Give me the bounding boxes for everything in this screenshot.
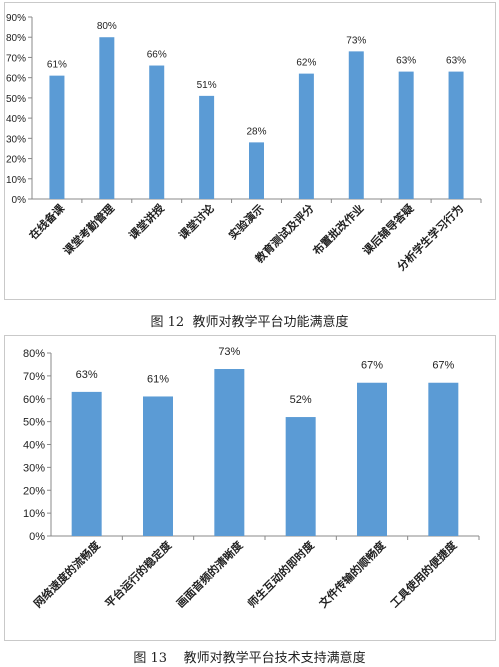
chart-1-bar [448,71,464,199]
chart-2-y-tick-label: 30% [23,462,45,474]
chart-2-bar [357,382,387,536]
chart-2-frame: 0% 10% 20% 30% 40% 50% 60% 70% 80% 63% 网络速度的流畅度 61%… [4,335,496,641]
chart-1-category-label: 课堂讲授 [126,201,168,243]
chart-2-y-tick-label: 60% [23,394,45,406]
chart-2-y-tick-label: 0% [29,531,45,543]
chart-2-bar [214,369,245,536]
chart-1-bar [348,51,364,199]
chart-1-bar [398,71,414,199]
chart-2-category-label: 画面音频的清晰度 [173,538,246,611]
chart-1-y-tick-label: 80% [6,33,26,44]
chart-1-y-tick-label: 0% [12,195,27,206]
chart-1-data-label: 28% [246,126,266,137]
chart-2-data-label: 73% [218,346,240,358]
chart-1-category-label: 实验演示 [226,201,267,242]
chart-1-y-tick-label: 30% [6,134,26,145]
chart-2-y-tick-label: 10% [23,508,45,520]
chart-2-data-label: 67% [432,360,454,372]
chart-1-bar [298,73,314,199]
chart-1-data-label: 63% [396,56,416,67]
chart-2-data-label: 63% [76,369,98,381]
chart-1-bar [49,75,65,199]
chart-1-bar [249,142,264,199]
chart-1-data-label: 51% [197,80,217,91]
chart-2-bar [143,396,173,536]
chart-1-y-tick-label: 60% [6,74,26,85]
chart-1-category-label: 课后辅导答疑 [360,201,417,258]
chart-1-y-tick-label: 70% [6,53,26,64]
chart-1-bar [149,65,165,200]
chart-2-y-tick-label: 70% [23,371,45,383]
chart-2-bar [428,382,459,536]
chart-1-category-label: 课堂考勤管理 [60,201,117,258]
chart-1-data-label: 66% [147,50,167,61]
chart-1-y-tick-label: 10% [6,175,26,186]
chart-1-bar [199,95,215,199]
chart-2-y-tick-label: 40% [23,440,45,452]
chart-2-bar [71,391,102,536]
chart-2-caption-text: 教师对教学平台技术支持满意度 [183,651,366,666]
chart-2-category-label: 工具使用的便捷度 [387,538,460,611]
chart-2-bar [285,417,316,536]
chart-1-caption-text: 教师对教学平台功能满意度 [192,315,349,330]
chart-1-bar [99,37,115,199]
chart-1-y-tick-label: 20% [6,155,26,166]
chart-2-data-label: 61% [147,373,169,385]
chart-2-data-label: 67% [361,360,383,372]
chart-1-category-label: 在线备课 [26,201,68,243]
chart-2-svg: 0% 10% 20% 30% 40% 50% 60% 70% 80% 63% 网络速度的流畅度 61%… [23,346,480,611]
chart-1-category-label: 布置批改作业 [310,201,367,258]
chart-2-category-label: 平台运行的稳定度 [102,538,175,611]
chart-2-caption-label: 图 13 [133,651,168,666]
chart-2-data-label: 52% [290,394,312,406]
chart-2-y-tick-label: 80% [23,348,45,360]
chart-2-y-tick-label: 50% [23,417,45,429]
chart-1-data-label: 61% [47,60,67,71]
chart-1-y-tick-label: 90% [6,13,26,24]
chart-2-caption: 图 13 教师对教学平台技术支持满意度 [0,647,499,666]
chart-1-category-label: 课堂讨论 [176,201,218,243]
chart-1-y-tick-label: 50% [6,94,26,105]
chart-2-y-tick-label: 20% [23,485,45,497]
chart-1-data-label: 80% [97,21,117,32]
chart-1-data-label: 73% [346,35,366,46]
chart-1-svg: 0% 10% 20% 30% 40% 50% 60% 70% 80% 90% 61% 在线备课 80% 课… [6,13,482,273]
chart-2-category-label: 师生互动的即时度 [245,538,318,611]
chart-1-frame: 0% 10% 20% 30% 40% 50% 60% 70% 80% 90% 61% 在线备课 80% 课… [4,2,496,300]
chart-2-category-label: 网络速度的流畅度 [31,538,104,611]
chart-1-caption-label: 图 12 [150,315,185,330]
chart-2-category-label: 文件传输的顺畅度 [316,538,389,611]
chart-1-caption: 图 12 教师对教学平台功能满意度 [0,311,499,330]
chart-1-y-tick-label: 40% [6,114,26,125]
chart-1-data-label: 62% [296,58,316,69]
chart-1-data-label: 63% [446,56,466,67]
